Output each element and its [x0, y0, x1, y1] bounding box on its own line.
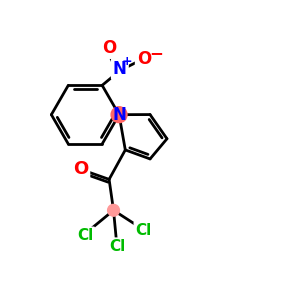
Text: Cl: Cl: [109, 239, 125, 254]
Circle shape: [111, 107, 127, 123]
Text: O: O: [137, 50, 151, 68]
Text: −: −: [149, 44, 163, 62]
Text: N: N: [113, 60, 127, 78]
Text: Cl: Cl: [135, 223, 151, 238]
Text: O: O: [102, 39, 117, 57]
Circle shape: [108, 204, 119, 216]
Text: N: N: [112, 106, 126, 124]
Text: +: +: [122, 55, 133, 68]
Text: O: O: [73, 160, 88, 178]
Text: Cl: Cl: [77, 228, 94, 243]
